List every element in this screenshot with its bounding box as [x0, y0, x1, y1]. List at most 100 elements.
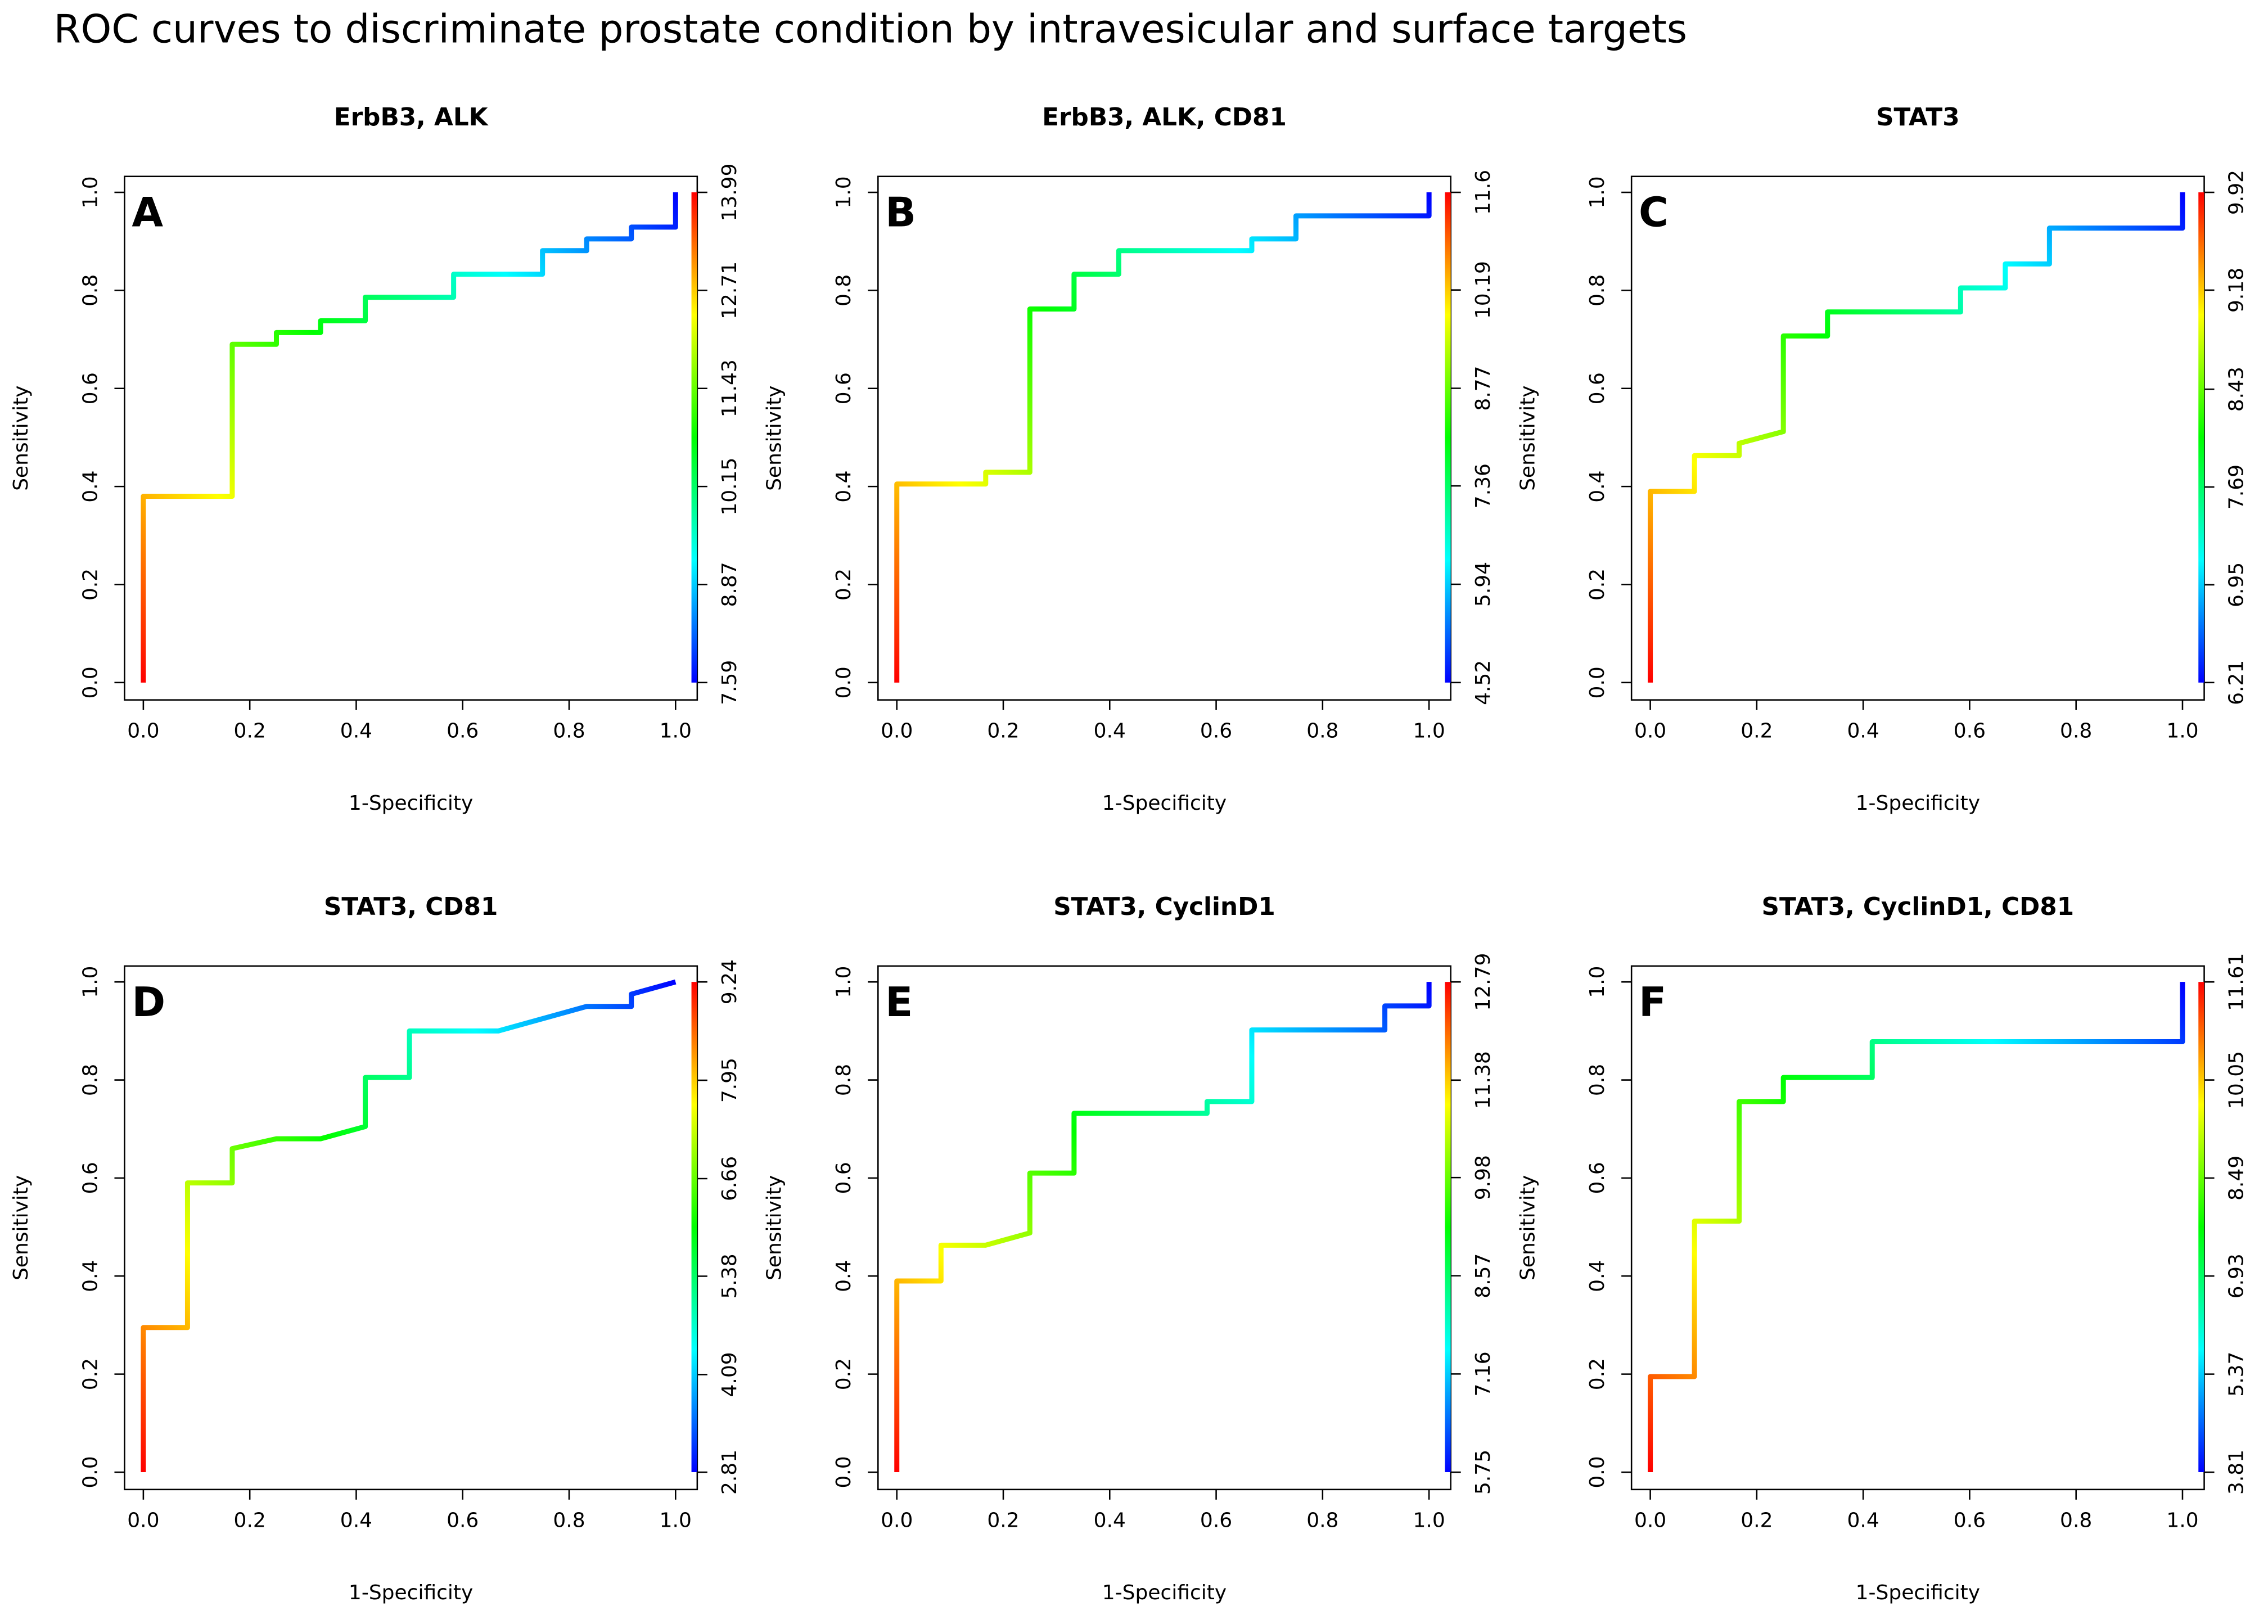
- y2-tick-label: 8.87: [718, 562, 741, 607]
- y-tick-label: 0.8: [832, 1064, 855, 1096]
- y2-tick-label: 11.43: [718, 359, 741, 417]
- y2-tick-label: 12.71: [718, 261, 741, 319]
- x-tick-label: 1.0: [660, 1509, 692, 1532]
- y-tick-label: 0.2: [79, 1358, 102, 1390]
- plot-frame: [1630, 175, 2205, 701]
- y-tick-label: 0.6: [1586, 1162, 1609, 1194]
- x-tick-label: 0.6: [1954, 719, 1986, 742]
- y2-tick-label: 7.95: [718, 1058, 741, 1103]
- panel-title: ErbB3, ALK: [334, 103, 489, 132]
- y2-tick-label: 8.49: [2225, 1156, 2248, 1201]
- x-axis-label: 1-Specificity: [1856, 1581, 1980, 1604]
- x-tick-label: 0.8: [2060, 1509, 2092, 1532]
- y-axis-label: Sensitivity: [763, 386, 786, 491]
- figure-title: ROC curves to discriminate prostate cond…: [53, 7, 1687, 52]
- plot-frame: [877, 965, 1451, 1491]
- x-tick-label: 0.6: [1954, 1509, 1986, 1532]
- y2-tick-label: 11.38: [1472, 1051, 1495, 1109]
- y-tick-label: 0.6: [79, 372, 102, 404]
- y-tick-label: 0.2: [79, 569, 102, 601]
- x-tick-label: 0.2: [234, 719, 266, 742]
- panel-letter: B: [885, 189, 916, 236]
- x-tick-label: 0.4: [1094, 1509, 1126, 1532]
- x-tick-label: 0.8: [1306, 719, 1338, 742]
- y-tick-label: 1.0: [79, 176, 102, 208]
- x-tick-label: 1.0: [1413, 1509, 1445, 1532]
- x-tick-label: 0.8: [2060, 719, 2092, 742]
- colorbar: [1445, 192, 1451, 683]
- y-tick-label: 0.0: [832, 1456, 855, 1488]
- y2-tick-label: 9.98: [1472, 1155, 1495, 1200]
- x-tick-label: 0.2: [1741, 719, 1773, 742]
- y2-tick-label: 9.18: [2225, 268, 2248, 313]
- y-tick-label: 0.8: [79, 1064, 102, 1096]
- roc-curve: [1648, 982, 2185, 1472]
- y-tick-label: 0.4: [832, 470, 855, 502]
- y2-tick-label: 5.94: [1472, 562, 1495, 607]
- y-tick-label: 0.4: [1586, 1260, 1609, 1292]
- y-tick-label: 0.8: [1586, 1064, 1609, 1096]
- x-tick-label: 0.4: [340, 1509, 372, 1532]
- y-tick-label: 0.8: [832, 274, 855, 306]
- x-tick-label: 1.0: [660, 719, 692, 742]
- x-tick-label: 1.0: [2166, 719, 2198, 742]
- x-tick-label: 0.8: [553, 719, 585, 742]
- y-tick-label: 0.2: [832, 1358, 855, 1390]
- x-tick-label: 0.6: [447, 719, 479, 742]
- y-tick-label: 0.0: [79, 1456, 102, 1488]
- y2-tick-label: 3.81: [2225, 1450, 2248, 1495]
- y2-tick-label: 8.57: [1472, 1253, 1495, 1298]
- x-tick-label: 0.2: [987, 1509, 1019, 1532]
- y-tick-label: 1.0: [1586, 966, 1609, 998]
- y-tick-label: 0.2: [1586, 569, 1609, 601]
- y-axis-label: Sensitivity: [763, 1175, 786, 1280]
- x-tick-label: 0.4: [1847, 719, 1879, 742]
- x-tick-label: 1.0: [2166, 1509, 2198, 1532]
- colorbar: [691, 192, 697, 683]
- x-tick-label: 0.2: [234, 1509, 266, 1532]
- y2-tick-label: 5.75: [1472, 1450, 1495, 1495]
- y-tick-label: 0.6: [832, 372, 855, 404]
- x-tick-label: 0.6: [447, 1509, 479, 1532]
- y2-tick-label: 7.16: [1472, 1351, 1495, 1396]
- y2-tick-label: 8.77: [1472, 366, 1495, 410]
- y2-tick-label: 4.52: [1472, 660, 1495, 705]
- x-tick-label: 0.0: [881, 1509, 913, 1532]
- y-tick-label: 0.2: [1586, 1358, 1609, 1390]
- x-tick-label: 0.4: [340, 719, 372, 742]
- y-tick-label: 0.4: [1586, 470, 1609, 502]
- y2-tick-label: 2.81: [718, 1450, 741, 1495]
- x-axis-label: 1-Specificity: [349, 1581, 473, 1604]
- panel-letter: E: [885, 978, 913, 1026]
- y-tick-label: 1.0: [832, 176, 855, 208]
- x-tick-label: 0.4: [1094, 719, 1126, 742]
- plot-frame: [124, 175, 698, 701]
- y-tick-label: 1.0: [832, 966, 855, 998]
- x-axis-label: 1-Specificity: [349, 792, 473, 815]
- colorbar: [2198, 192, 2204, 683]
- roc-curve: [141, 192, 678, 683]
- y2-tick-label: 10.15: [718, 458, 741, 516]
- x-tick-label: 0.6: [1200, 719, 1232, 742]
- panel-letter: F: [1639, 978, 1666, 1026]
- plot-frame: [877, 175, 1451, 701]
- y2-tick-label: 5.37: [2225, 1352, 2248, 1397]
- y-tick-label: 0.0: [1586, 1456, 1609, 1488]
- x-tick-label: 0.0: [1634, 719, 1666, 742]
- roc-curve: [894, 192, 1432, 683]
- y-tick-label: 0.4: [79, 1260, 102, 1292]
- panel-title: ErbB3, ALK, CD81: [1042, 103, 1287, 132]
- y2-tick-label: 6.66: [718, 1156, 741, 1201]
- y2-tick-label: 8.43: [2225, 367, 2248, 412]
- x-axis-label: 1-Specificity: [1856, 792, 1980, 815]
- y2-tick-label: 7.69: [2225, 464, 2248, 509]
- x-tick-label: 0.6: [1200, 1509, 1232, 1532]
- x-tick-label: 0.2: [1741, 1509, 1773, 1532]
- y2-tick-label: 10.05: [2225, 1051, 2248, 1109]
- x-tick-label: 1.0: [1413, 719, 1445, 742]
- colorbar: [2198, 982, 2204, 1472]
- y2-tick-label: 6.21: [2225, 660, 2248, 705]
- y2-tick-label: 12.79: [1472, 953, 1495, 1011]
- y-tick-label: 0.4: [832, 1260, 855, 1292]
- x-tick-label: 0.0: [127, 719, 159, 742]
